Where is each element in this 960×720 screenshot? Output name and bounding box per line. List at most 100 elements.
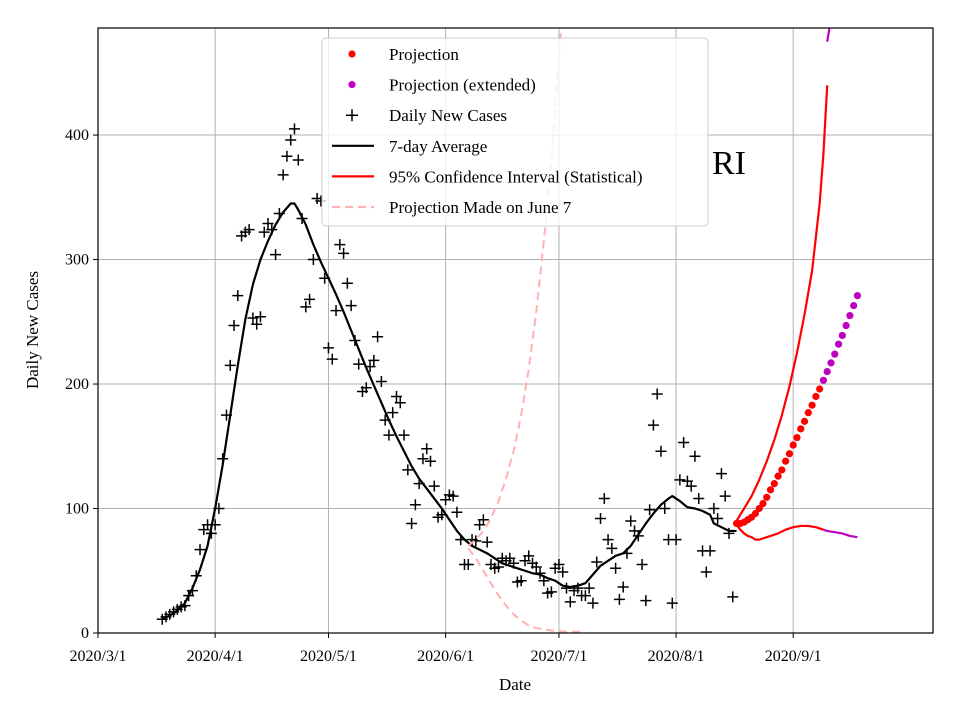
daily-new-cases-point — [557, 566, 569, 578]
daily-new-cases-point — [232, 290, 244, 302]
daily-new-cases-point — [647, 419, 659, 431]
daily-new-cases-point — [700, 566, 712, 578]
daily-new-cases-point — [674, 474, 686, 486]
daily-new-cases-point — [447, 490, 459, 502]
plot-area — [156, 28, 862, 633]
daily-new-cases-point — [288, 123, 300, 135]
daily-new-cases-point — [651, 388, 663, 400]
axis-ticks: 2020/3/1 2020/4/1 2020/5/1 2020/6/1 2020/7/1… — [65, 127, 822, 665]
95-confidence-interval-statistical-line — [735, 85, 829, 522]
projection-point — [808, 401, 816, 409]
daily-new-cases-point — [394, 397, 406, 409]
daily-new-cases-point — [602, 534, 614, 546]
daily-new-cases-point — [243, 224, 255, 236]
daily-new-cases-point — [595, 512, 607, 524]
daily-new-cases-point — [678, 437, 690, 449]
daily-new-cases-point — [353, 358, 365, 370]
projection-made-on-june-7-line — [467, 547, 582, 633]
daily-new-cases-point — [300, 301, 312, 313]
daily-new-cases-point — [610, 562, 622, 574]
95-confidence-interval-statistical-line — [735, 524, 824, 541]
projection-point — [793, 433, 801, 442]
projection-extended-point — [834, 340, 843, 348]
daily-new-cases-point — [277, 169, 289, 181]
y-tick-label: 400 — [65, 127, 89, 144]
daily-new-cases-point — [685, 480, 697, 492]
daily-new-cases-point — [545, 586, 557, 598]
y-tick-label: 0 — [81, 625, 89, 642]
daily-new-cases-point — [372, 331, 384, 343]
projection-point — [751, 509, 760, 518]
daily-new-cases-point — [655, 445, 667, 457]
daily-new-cases-point — [326, 353, 338, 365]
daily-new-cases-point — [636, 559, 648, 571]
daily-new-cases-point — [258, 226, 270, 238]
projection-point — [755, 504, 763, 513]
daily-new-cases-point — [451, 506, 463, 518]
daily-new-cases-point — [383, 429, 395, 441]
daily-new-cases-point — [247, 312, 259, 324]
daily-new-cases-point — [591, 556, 603, 568]
daily-new-cases-point — [477, 514, 489, 526]
y-tick-label: 100 — [65, 501, 89, 518]
daily-new-cases-point — [375, 376, 387, 388]
daily-new-cases-point — [338, 247, 350, 259]
legend-box — [321, 37, 709, 227]
legend-label: Daily New Cases — [389, 106, 507, 125]
daily-new-cases-point — [330, 305, 342, 317]
daily-new-cases-point — [398, 429, 410, 441]
projection-point — [816, 385, 824, 393]
daily-new-cases-point — [304, 293, 316, 305]
daily-new-cases-point — [292, 154, 304, 166]
legend: Projection Projection (extended) Daily New… — [321, 37, 709, 227]
daily-new-cases-point — [281, 150, 293, 162]
daily-new-cases-point — [481, 536, 493, 548]
daily-new-cases-point — [670, 534, 682, 546]
daily-new-cases-point — [194, 544, 206, 556]
daily-new-cases-point — [530, 561, 542, 573]
daily-new-cases-point — [285, 134, 297, 146]
legend-marker — [348, 50, 356, 58]
daily-new-cases-point — [262, 217, 274, 229]
daily-new-cases-point — [659, 503, 671, 515]
daily-new-cases-point — [598, 493, 610, 505]
projection-point — [789, 441, 797, 449]
daily-new-cases-point — [390, 390, 402, 402]
daily-new-cases-point — [334, 239, 346, 251]
daily-new-cases-point — [270, 249, 282, 261]
projection-extended-point — [831, 350, 839, 358]
x-tick-label: 2020/9/1 — [765, 648, 822, 665]
daily-new-cases-point — [719, 490, 731, 502]
daily-new-cases-point — [368, 354, 380, 366]
x-tick-label: 2020/8/1 — [648, 648, 705, 665]
projection-extended-point — [823, 367, 831, 376]
y-axis-title: Daily New Cases — [23, 271, 42, 389]
projection-point — [785, 450, 794, 458]
projection-extended-point — [850, 302, 858, 310]
legend-label: Projection — [389, 45, 459, 64]
projection-point — [759, 499, 767, 508]
projection-point — [774, 472, 782, 480]
x-tick-label: 2020/5/1 — [300, 648, 357, 665]
95-confidence-interval-statistical-line — [826, 28, 831, 42]
projection-point — [812, 392, 820, 401]
daily-new-cases-point — [727, 591, 739, 603]
95-confidence-interval-statistical-line — [823, 528, 858, 539]
daily-new-cases-point — [613, 593, 625, 605]
x-axis-title: Date — [499, 675, 531, 694]
projection-point — [766, 486, 775, 494]
daily-new-cases-point — [462, 559, 474, 571]
legend-item: 95% Confidence Interval (Statistical) — [332, 167, 643, 186]
daily-new-cases-point — [428, 480, 440, 492]
daily-new-cases-point — [640, 595, 652, 607]
legend-item: Projection (extended) — [348, 76, 536, 95]
daily-new-cases-point — [224, 359, 236, 371]
daily-new-cases-point — [712, 512, 724, 524]
projection-extended-point — [819, 376, 828, 384]
daily-new-cases-point — [564, 596, 576, 608]
projection-extended-point — [853, 292, 862, 300]
daily-new-cases-point — [387, 407, 399, 419]
daily-new-cases-point — [553, 559, 565, 571]
projection-extended-point — [846, 311, 854, 320]
